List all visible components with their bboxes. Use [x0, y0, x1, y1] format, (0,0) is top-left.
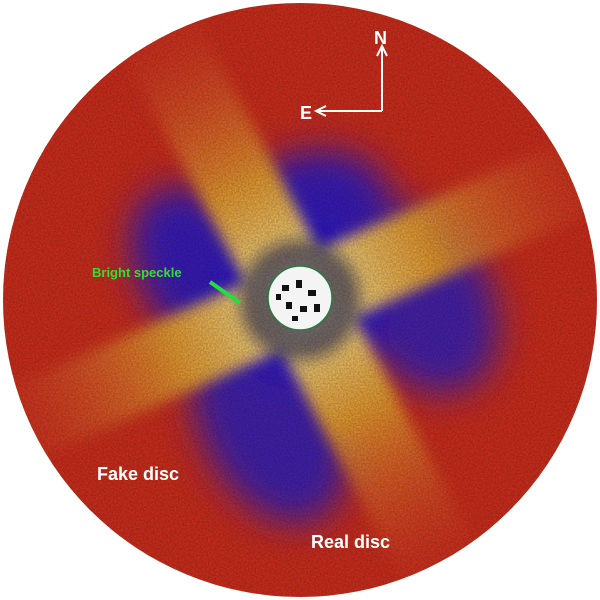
compass — [313, 43, 388, 117]
east-label: E — [300, 103, 312, 123]
north-label: N — [374, 28, 387, 48]
speckle-label: Bright speckle — [92, 265, 182, 280]
fake-disc-label: Fake disc — [97, 464, 179, 484]
real-disc-label: Real disc — [311, 532, 390, 552]
speckle-arrow — [208, 280, 242, 305]
